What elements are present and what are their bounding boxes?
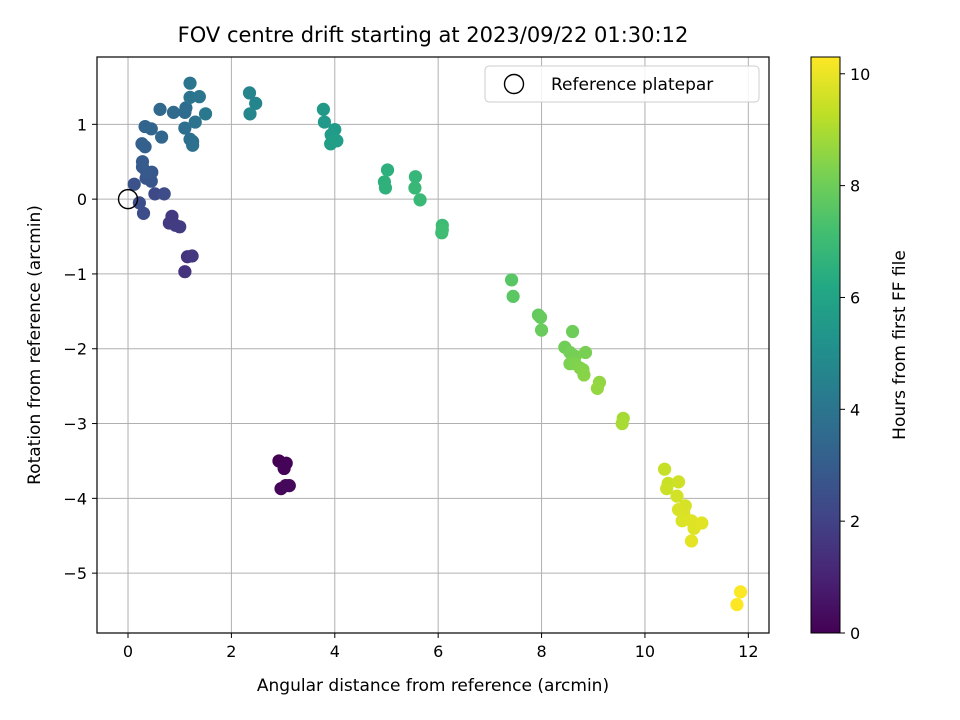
data-point (277, 461, 291, 476)
data-point (577, 368, 591, 382)
grid-lines (97, 57, 769, 633)
legend: Reference platepar (484, 65, 760, 103)
y-tick-label: −2 (63, 340, 87, 359)
data-point (316, 102, 331, 116)
data-point (413, 193, 427, 207)
data-point (675, 514, 689, 528)
data-point (138, 140, 152, 154)
legend-marker-open-circle (503, 73, 525, 95)
reference-platepar-marker (117, 188, 139, 210)
data-point (578, 345, 593, 360)
data-point (178, 121, 192, 135)
data-point (166, 105, 181, 119)
data-point (671, 475, 686, 489)
data-point (155, 130, 169, 144)
data-point (183, 76, 197, 90)
data-point (408, 181, 422, 195)
data-point (504, 273, 519, 287)
data-point (657, 462, 672, 476)
y-tick-label: 1 (77, 115, 87, 134)
y-tick-label: −1 (63, 265, 87, 284)
legend-label: Reference platepar (551, 75, 713, 95)
reference-marker (117, 188, 139, 210)
colorbar-tick-label: 2 (850, 512, 860, 531)
colorbar-tick-label: 4 (850, 400, 860, 419)
data-point (380, 163, 395, 177)
data-point (178, 265, 192, 279)
data-point (243, 107, 257, 121)
data-point (670, 489, 684, 503)
colorbar: 0 2 4 6 8 10 Hours from first FF file (810, 56, 910, 643)
colorbar-ticks: 0 2 4 6 8 10 (840, 65, 870, 643)
data-point (590, 381, 604, 395)
x-axis-ticks: 0 2 4 6 8 10 12 (123, 633, 759, 661)
x-tick-label: 4 (330, 642, 340, 661)
data-point (185, 249, 199, 263)
x-tick-label: 0 (123, 642, 133, 661)
y-axis-label: Rotation from reference (arcmin) (25, 205, 45, 485)
colorbar-tick-label: 10 (850, 65, 870, 84)
data-point (188, 115, 202, 129)
data-point (730, 597, 744, 612)
colorbar-gradient (810, 56, 841, 634)
y-axis-ticks: −5 −4 −3 −2 −1 0 1 (63, 115, 97, 583)
x-tick-label: 6 (433, 642, 443, 661)
x-tick-label: 10 (635, 642, 655, 661)
data-point (733, 585, 748, 599)
data-point (378, 181, 393, 195)
data-point (317, 115, 332, 129)
data-points (127, 76, 748, 612)
x-tick-label: 12 (738, 642, 758, 661)
data-point (408, 170, 423, 184)
data-point (282, 479, 296, 493)
y-tick-label: −5 (63, 564, 87, 583)
data-point (198, 107, 213, 121)
chart-title: FOV centre drift starting at 2023/09/22 … (178, 23, 689, 47)
data-point (136, 206, 151, 220)
data-point (506, 289, 520, 303)
data-point (534, 323, 549, 337)
data-point (173, 220, 187, 234)
data-point (157, 187, 171, 201)
data-point (324, 137, 338, 151)
data-point (249, 96, 263, 110)
data-point (186, 138, 200, 152)
legend-box (484, 65, 760, 103)
x-tick-label: 8 (536, 642, 546, 661)
colorbar-label: Hours from first FF file (890, 250, 910, 440)
data-point (153, 102, 167, 116)
data-point (192, 90, 206, 104)
colorbar-tick-label: 8 (850, 177, 860, 196)
data-point (135, 155, 150, 169)
y-tick-label: −3 (63, 415, 87, 434)
data-point (565, 324, 580, 339)
data-point (660, 482, 674, 496)
plot-frame (96, 56, 770, 634)
y-tick-label: −4 (63, 489, 87, 508)
data-point (435, 223, 449, 237)
x-axis-label: Angular distance from reference (arcmin) (257, 676, 609, 696)
data-point (695, 516, 709, 530)
data-point (132, 196, 146, 210)
y-tick-label: 0 (77, 190, 87, 209)
data-point (148, 187, 162, 201)
data-point (144, 122, 158, 136)
data-point (533, 310, 548, 324)
data-point (242, 86, 257, 100)
data-point (615, 416, 629, 431)
data-point (179, 101, 193, 115)
colorbar-tick-label: 0 (850, 624, 860, 643)
x-tick-label: 2 (226, 642, 236, 661)
colorbar-tick-label: 6 (850, 288, 860, 307)
data-point (127, 177, 141, 191)
data-point (684, 534, 699, 548)
